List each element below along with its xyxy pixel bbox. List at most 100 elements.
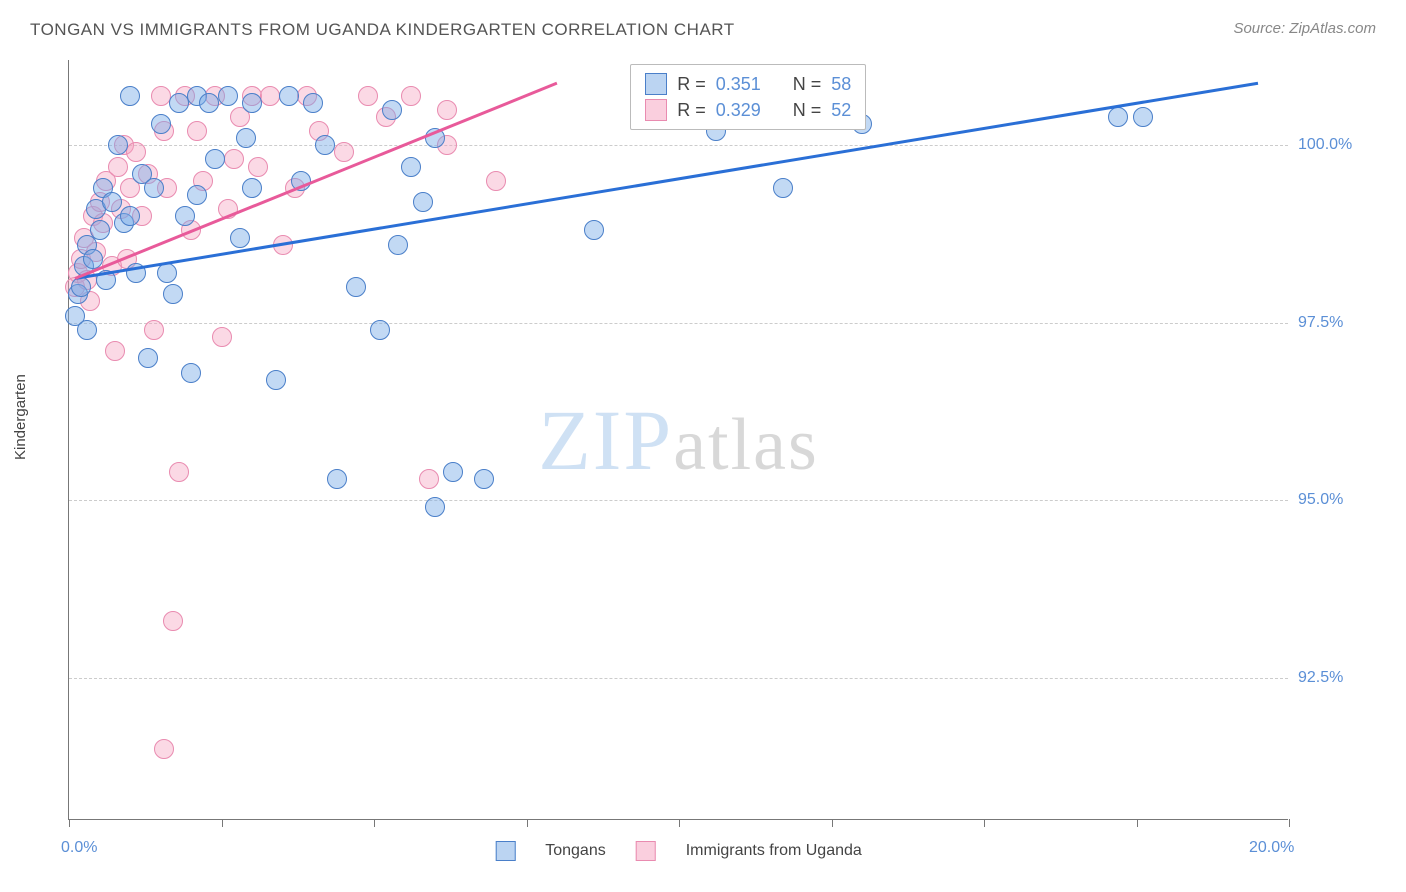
scatter-point-uganda (163, 611, 183, 631)
scatter-point-tongans (327, 469, 347, 489)
watermark-atlas: atlas (673, 404, 819, 486)
stats-row: R = 0.351 N = 58 (645, 71, 851, 97)
stats-r-label: R = (677, 74, 706, 95)
stats-swatch (645, 73, 667, 95)
scatter-point-tongans (205, 149, 225, 169)
scatter-point-tongans (370, 320, 390, 340)
stats-n-value: 52 (831, 100, 851, 121)
stats-row: R = 0.329 N = 52 (645, 97, 851, 123)
watermark: ZIPatlas (538, 390, 819, 490)
stats-r-label: R = (677, 100, 706, 121)
scatter-point-tongans (163, 284, 183, 304)
gridline-h (69, 500, 1288, 501)
chart-source: Source: ZipAtlas.com (1233, 20, 1376, 37)
x-tick (832, 819, 833, 827)
scatter-point-uganda (419, 469, 439, 489)
stats-n-value: 58 (831, 74, 851, 95)
scatter-point-tongans (303, 93, 323, 113)
scatter-point-tongans (120, 86, 140, 106)
x-tick (527, 819, 528, 827)
scatter-point-uganda (212, 327, 232, 347)
stats-r-value: 0.329 (716, 100, 761, 121)
scatter-point-uganda (334, 142, 354, 162)
scatter-point-tongans (120, 206, 140, 226)
scatter-point-uganda (126, 142, 146, 162)
scatter-point-tongans (90, 220, 110, 240)
scatter-point-uganda (358, 86, 378, 106)
scatter-point-tongans (443, 462, 463, 482)
x-tick (1137, 819, 1138, 827)
x-tick-label: 0.0% (61, 839, 97, 857)
scatter-point-uganda (224, 149, 244, 169)
scatter-point-tongans (108, 135, 128, 155)
gridline-h (69, 678, 1288, 679)
scatter-point-tongans (230, 228, 250, 248)
y-tick-label: 97.5% (1298, 314, 1378, 332)
stats-n-label: N = (793, 74, 822, 95)
scatter-point-tongans (187, 185, 207, 205)
scatter-point-tongans (218, 86, 238, 106)
scatter-point-tongans (181, 363, 201, 383)
scatter-point-tongans (242, 178, 262, 198)
chart-header: TONGAN VS IMMIGRANTS FROM UGANDA KINDERG… (0, 0, 1406, 50)
scatter-point-tongans (236, 128, 256, 148)
watermark-zip: ZIP (538, 392, 673, 488)
scatter-point-tongans (413, 192, 433, 212)
stats-box: R = 0.351 N = 58 R = 0.329 N = 52 (630, 64, 866, 130)
scatter-point-tongans (382, 100, 402, 120)
y-tick-label: 92.5% (1298, 669, 1378, 687)
scatter-point-tongans (175, 206, 195, 226)
scatter-point-tongans (77, 320, 97, 340)
gridline-h (69, 323, 1288, 324)
scatter-point-tongans (151, 114, 171, 134)
stats-n-label: N = (793, 100, 822, 121)
scatter-point-tongans (315, 135, 335, 155)
stats-r-value: 0.351 (716, 74, 761, 95)
scatter-point-tongans (144, 178, 164, 198)
x-tick-label: 20.0% (1249, 839, 1294, 857)
x-tick (222, 819, 223, 827)
y-tick-label: 100.0% (1298, 136, 1378, 154)
scatter-point-tongans (242, 93, 262, 113)
scatter-point-tongans (773, 178, 793, 198)
scatter-point-uganda (105, 341, 125, 361)
x-tick (374, 819, 375, 827)
scatter-point-uganda (187, 121, 207, 141)
legend-label-uganda: Immigrants from Uganda (686, 842, 862, 860)
scatter-point-tongans (584, 220, 604, 240)
legend-swatch-uganda (636, 841, 656, 861)
scatter-point-uganda (248, 157, 268, 177)
x-tick (69, 819, 70, 827)
scatter-point-tongans (138, 348, 158, 368)
scatter-point-tongans (346, 277, 366, 297)
scatter-point-tongans (1133, 107, 1153, 127)
scatter-point-tongans (266, 370, 286, 390)
x-tick (984, 819, 985, 827)
legend: Tongans Immigrants from Uganda (495, 841, 862, 861)
scatter-point-uganda (169, 462, 189, 482)
scatter-point-tongans (425, 497, 445, 517)
scatter-point-uganda (260, 86, 280, 106)
stats-swatch (645, 99, 667, 121)
y-tick-label: 95.0% (1298, 491, 1378, 509)
scatter-point-uganda (144, 320, 164, 340)
legend-swatch-tongans (495, 841, 515, 861)
scatter-point-uganda (437, 100, 457, 120)
scatter-point-tongans (199, 93, 219, 113)
scatter-point-tongans (169, 93, 189, 113)
chart-title: TONGAN VS IMMIGRANTS FROM UGANDA KINDERG… (30, 20, 735, 40)
y-axis-label: Kindergarten (12, 374, 29, 460)
scatter-point-tongans (388, 235, 408, 255)
legend-label-tongans: Tongans (545, 842, 606, 860)
scatter-point-uganda (151, 86, 171, 106)
x-tick (1289, 819, 1290, 827)
scatter-point-tongans (474, 469, 494, 489)
scatter-point-tongans (279, 86, 299, 106)
scatter-plot: ZIPatlas Tongans Immigrants from Uganda … (68, 60, 1288, 820)
scatter-point-uganda (108, 157, 128, 177)
x-tick (679, 819, 680, 827)
scatter-point-tongans (157, 263, 177, 283)
scatter-point-uganda (401, 86, 421, 106)
scatter-point-tongans (71, 277, 91, 297)
scatter-point-tongans (102, 192, 122, 212)
